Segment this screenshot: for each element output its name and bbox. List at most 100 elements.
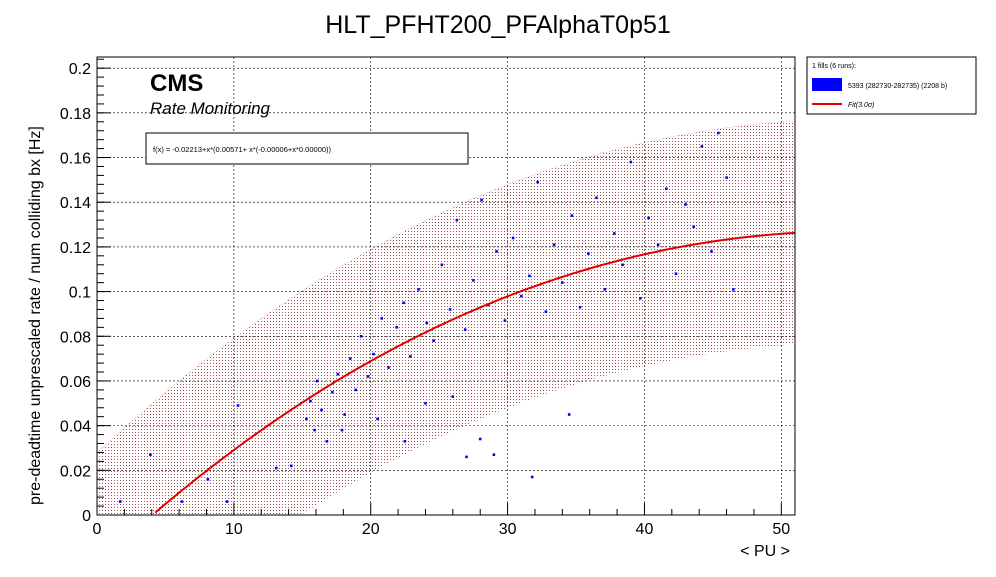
plot-frame (96, 56, 796, 516)
data-point (290, 464, 293, 468)
data-point (528, 274, 531, 278)
data-point (387, 366, 390, 369)
y-tick-label: 0.06 (60, 374, 91, 391)
legend-series-label: 5393 (282730-282735) (2208 b) (848, 83, 947, 90)
plot-title: HLT_PFHT200_PFAlphaT0p51 (325, 11, 671, 39)
data-point (511, 236, 515, 240)
y-tick-label: 0.16 (60, 151, 91, 168)
y-tick-label: 0.14 (60, 195, 91, 212)
data-point (536, 180, 539, 184)
data-point (309, 399, 312, 403)
x-tick-label: 30 (499, 521, 517, 538)
data-point (440, 263, 444, 267)
data-point (621, 263, 624, 267)
data-point (595, 196, 598, 200)
x-tick-label: 0 (93, 521, 102, 538)
fit-curve-line (154, 231, 796, 514)
data-point (472, 279, 475, 282)
y-tick-label: 0.04 (60, 419, 91, 436)
data-point (448, 308, 452, 311)
data-point (629, 160, 633, 164)
data-point (570, 214, 574, 217)
data-point (710, 250, 713, 253)
data-point (552, 243, 556, 246)
data-point (717, 131, 720, 135)
data-point (492, 453, 496, 456)
data-point (613, 232, 616, 235)
legend-fit-label: Fit(3.0σ) (848, 102, 874, 109)
data-point (149, 453, 152, 456)
data-point (119, 500, 122, 503)
fit-formula-text: f(x) = -0.02213+x*(0.00571+ x*(-0.00006+… (153, 145, 332, 154)
data-point (684, 203, 687, 206)
data-point (340, 428, 344, 432)
data-point (465, 455, 468, 459)
data-point (587, 252, 590, 255)
y-tick-label: 0.08 (60, 329, 91, 346)
data-point (732, 288, 735, 291)
data-point (480, 198, 483, 202)
cms-label: CMS (150, 70, 203, 97)
data-point (336, 372, 340, 376)
data-point (331, 390, 334, 394)
cms-sublabel: Rate Monitoring (150, 99, 271, 118)
data-point (425, 321, 429, 325)
y-tick-label: 0 (82, 508, 91, 525)
data-point (639, 297, 642, 300)
data-point (647, 216, 650, 220)
data-point (603, 288, 607, 291)
y-tick-label: 0.2 (69, 61, 91, 78)
data-point (567, 413, 571, 416)
data-point (305, 417, 308, 421)
data-point (495, 250, 498, 253)
data-point (325, 440, 329, 443)
data-point (180, 500, 184, 503)
data-point (403, 440, 407, 443)
legend-series-swatch (812, 78, 842, 91)
data-point (692, 225, 695, 229)
data-point (424, 402, 427, 405)
data-point (236, 404, 240, 407)
data-point (380, 317, 383, 320)
data-point (561, 281, 564, 284)
data-point (354, 388, 357, 392)
x-tick-label: 50 (772, 521, 790, 538)
x-axis-label: < PU > (740, 543, 790, 560)
legend: 1 fills (6 runs): 5393 (282730-282735) (… (806, 56, 977, 115)
data-point (478, 437, 482, 441)
y-tick-label: 0.1 (69, 285, 91, 302)
data-point (343, 413, 346, 416)
data-point (366, 375, 370, 378)
data-point (225, 500, 229, 503)
data-point (316, 379, 319, 383)
data-point (578, 305, 582, 309)
data-point (402, 301, 405, 305)
data-point (409, 355, 412, 358)
data-point (417, 288, 420, 291)
data-point (372, 352, 375, 356)
legend-header: 1 fills (6 runs): (812, 63, 856, 70)
y-axis-label: pre-deadtime unprescaled rate / num coll… (27, 126, 44, 505)
fit-band-upper (96, 120, 796, 453)
x-tick-label: 20 (362, 521, 380, 538)
data-point (206, 478, 210, 481)
y-tick-label: 0.18 (60, 106, 91, 123)
data-point (432, 339, 435, 342)
data-point (395, 326, 398, 329)
data-point (455, 218, 459, 222)
data-point (700, 145, 704, 148)
data-point (725, 176, 728, 179)
fit-band-area (97, 121, 795, 515)
y-tick-label: 0.02 (60, 463, 91, 480)
data-point (503, 319, 507, 322)
data-points (119, 131, 735, 503)
data-point (348, 357, 352, 360)
data-point (665, 187, 668, 191)
data-point (313, 428, 316, 432)
data-point (530, 475, 534, 479)
x-tick-label: 40 (636, 521, 654, 538)
data-point (463, 328, 467, 331)
data-point (656, 243, 660, 246)
data-point (275, 466, 278, 470)
data-point (320, 408, 323, 412)
